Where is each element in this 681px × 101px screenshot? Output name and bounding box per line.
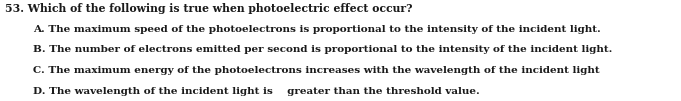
Text: C. The maximum energy of the photoelectrons increases with the wavelength of the: C. The maximum energy of the photoelectr… bbox=[33, 66, 599, 75]
Text: A. The maximum speed of the photoelectrons is proportional to the intensity of t: A. The maximum speed of the photoelectro… bbox=[33, 25, 601, 34]
Text: D. The wavelength of the incident light is    greater than the threshold value.: D. The wavelength of the incident light … bbox=[33, 87, 479, 96]
Text: B. The number of electrons emitted per second is proportional to the intensity o: B. The number of electrons emitted per s… bbox=[33, 45, 612, 54]
Text: 53. Which of the following is true when photoelectric effect occur?: 53. Which of the following is true when … bbox=[5, 3, 413, 14]
